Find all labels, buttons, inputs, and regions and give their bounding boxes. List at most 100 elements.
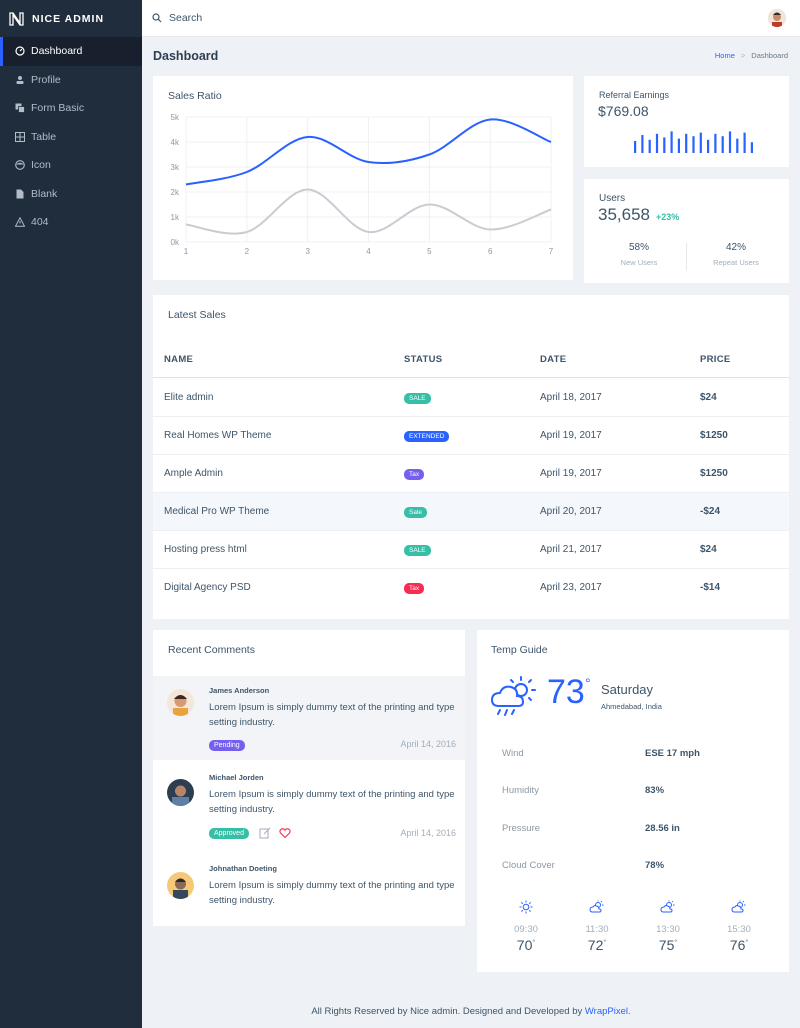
row-name: Medical Pro WP Theme (164, 506, 270, 517)
referral-bar (685, 133, 688, 153)
form-icon (15, 103, 25, 114)
avatar (167, 872, 194, 899)
current-temperature: 73 (547, 673, 585, 711)
table-row[interactable]: Elite admin SALE April 18, 2017 $24 (153, 379, 789, 417)
user-avatar[interactable] (768, 9, 786, 27)
breadcrumb-home[interactable]: Home (714, 51, 735, 60)
breadcrumb: Home > Dashboard (715, 51, 788, 60)
x-tick-label: 7 (549, 247, 554, 256)
referral-bar (743, 132, 746, 153)
forecast-item: 13:30 75° (638, 900, 698, 953)
footer-link[interactable]: WrapPixel. (584, 1006, 631, 1017)
alert-icon (15, 217, 25, 227)
col-status: STATUS (404, 354, 443, 365)
table-row[interactable]: Digital Agency PSD Tax April 23, 2017 -$… (153, 569, 789, 607)
sidebar-item-label: Form Basic (31, 102, 85, 115)
table-row[interactable]: Medical Pro WP Theme Sale April 20, 2017… (153, 493, 789, 531)
comment-item[interactable]: James Anderson Lorem Ipsum is simply dum… (153, 676, 465, 760)
forecast-item: 15:30 76° (709, 900, 769, 953)
y-tick-label: 5k (171, 113, 180, 122)
weather-location: Ahmedabad, India (601, 702, 662, 711)
row-date: April 20, 2017 (540, 506, 602, 517)
recent-comments-title: Recent Comments (168, 644, 255, 656)
sales-ratio-title: Sales Ratio (168, 90, 222, 102)
forecast-time: 11:30 (585, 924, 609, 935)
breadcrumb-separator: > (740, 51, 746, 60)
table-row[interactable]: Ample Admin Tax April 19, 2017 $1250 (153, 455, 789, 493)
sidebar-item-form-basic[interactable]: Form Basic (0, 94, 142, 123)
row-date: April 19, 2017 (540, 430, 602, 441)
status-badge: EXTENDED (404, 431, 450, 442)
y-tick-label: 2k (171, 188, 180, 197)
weather-key: Pressure (502, 823, 541, 834)
weather-key: Wind (502, 748, 524, 759)
comment-date: April 14, 2016 (400, 828, 456, 838)
search-input[interactable]: Search (169, 12, 203, 24)
referral-bar (634, 141, 637, 153)
col-price: PRICE (700, 354, 731, 365)
page-title: Dashboard (153, 49, 219, 63)
row-date: April 23, 2017 (540, 582, 602, 593)
row-date: April 18, 2017 (540, 392, 602, 403)
referral-bar-chart (634, 131, 753, 153)
comment-item[interactable]: Johnathan Doeting Lorem Ipsum is simply … (153, 852, 465, 924)
comment-status-badge: Approved (209, 828, 249, 839)
comment-author: James Anderson (209, 686, 270, 695)
repeat-users-label: Repeat Users (713, 258, 759, 267)
weather-value: 83% (645, 785, 665, 796)
status-badge: Sale (404, 507, 428, 518)
brand[interactable]: NICE ADMIN (0, 0, 142, 37)
table-row[interactable]: Hosting press html SALE April 21, 2017 $… (153, 531, 789, 569)
sidebar-item-label: Dashboard (31, 45, 83, 58)
footer: All Rights Reserved by Nice admin. Desig… (142, 1006, 800, 1017)
file-icon (15, 189, 25, 199)
cloud-sun-icon (731, 900, 746, 913)
brand-name: NICE ADMIN (32, 12, 105, 25)
sidebar-item-blank[interactable]: Blank (0, 180, 142, 209)
referral-label: Referral Earnings (599, 90, 670, 100)
profile-icon (15, 75, 25, 85)
weather-key: Humidity (502, 785, 539, 796)
heart-icon[interactable] (279, 827, 291, 839)
forecast-temp: 75° (658, 937, 678, 953)
weather-value: ESE 17 mph (645, 748, 700, 759)
comment-author: Johnathan Doeting (209, 864, 277, 873)
referral-bar (641, 135, 644, 153)
weather-key: Cloud Cover (502, 860, 555, 871)
edit-icon[interactable] (259, 827, 271, 839)
weather-day: Saturday (601, 682, 654, 697)
sidebar-item-404[interactable]: 404 (0, 208, 142, 237)
row-price: $24 (700, 544, 717, 555)
row-name: Real Homes WP Theme (164, 430, 272, 441)
referral-bar (750, 142, 753, 153)
sidebar-item-table[interactable]: Table (0, 123, 142, 152)
comment-item[interactable]: Michael Jorden Lorem Ipsum is simply dum… (153, 761, 465, 851)
table-row[interactable]: Real Homes WP Theme EXTENDED April 19, 2… (153, 417, 789, 455)
users-label: Users (599, 193, 626, 204)
logo-icon (9, 11, 24, 26)
sidebar-item-icon[interactable]: Icon (0, 151, 142, 180)
x-tick-label: 5 (427, 247, 432, 256)
forecast-temp: 72° (587, 937, 607, 953)
x-tick-label: 1 (184, 247, 189, 256)
sidebar-item-dashboard[interactable]: Dashboard (0, 37, 142, 66)
latest-sales-card: Latest Sales NAME STATUS DATE PRICE Elit… (153, 295, 789, 619)
y-tick-label: 1k (171, 213, 180, 222)
y-tick-label: 4k (171, 138, 180, 147)
search-box[interactable]: Search (152, 12, 202, 24)
latest-sales-title: Latest Sales (168, 309, 226, 321)
series-line (185, 118, 552, 186)
weather-value: 78% (645, 860, 665, 871)
row-price: $24 (700, 392, 717, 403)
x-tick-label: 4 (366, 247, 371, 256)
weather-value: 28.56 in (645, 823, 680, 834)
cloud-sun-icon (589, 900, 604, 913)
sidebar: NICE ADMIN Dashboard Profile Form Basic … (0, 0, 142, 1028)
referral-bar (670, 131, 673, 153)
row-name: Hosting press html (164, 544, 247, 555)
sidebar-item-label: Blank (31, 187, 58, 200)
sidebar-item-profile[interactable]: Profile (0, 66, 142, 95)
row-price: $1250 (700, 468, 728, 479)
row-name: Ample Admin (164, 468, 223, 479)
new-users-percent: 58% (628, 242, 649, 253)
